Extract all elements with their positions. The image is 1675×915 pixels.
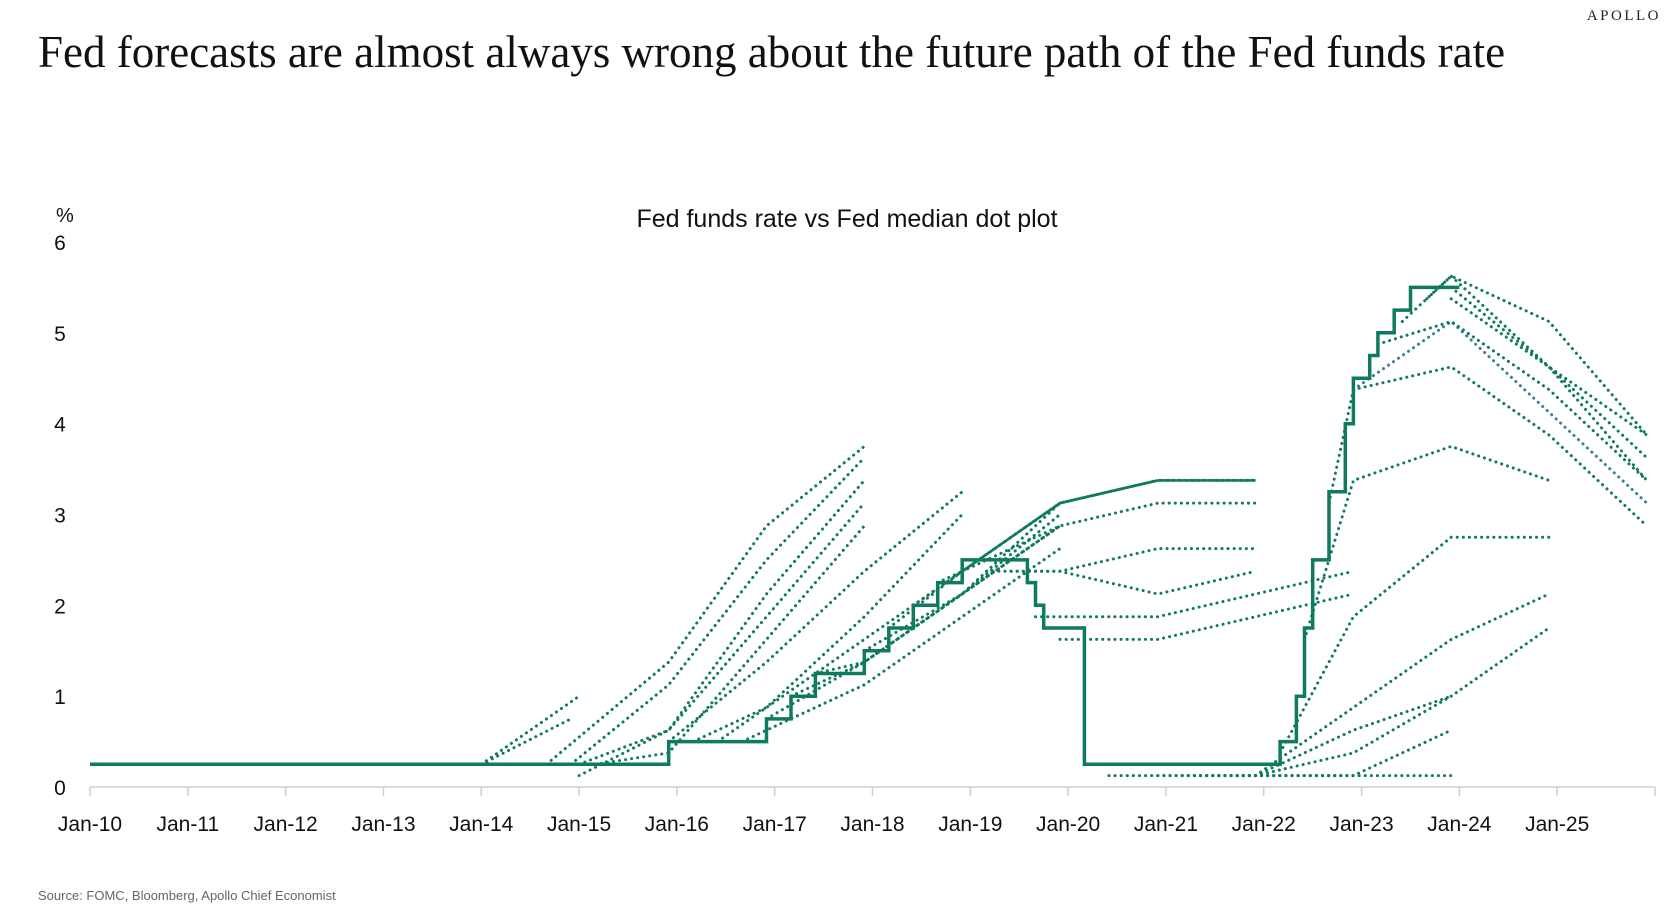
projection-line xyxy=(1254,592,1551,778)
projection-line xyxy=(577,478,866,778)
brand-logo: APOLLO xyxy=(1586,8,1661,24)
x-tick-label: Jan-12 xyxy=(254,813,318,836)
projection-line xyxy=(1009,569,1258,596)
projection-line xyxy=(1058,592,1355,641)
projection-line xyxy=(1449,285,1649,437)
source-note: Source: FOMC, Bloomberg, Apollo Chief Ec… xyxy=(38,888,336,903)
x-tick-label: Jan-21 xyxy=(1134,813,1198,836)
projection-line xyxy=(691,513,964,744)
projection-line xyxy=(936,478,1258,585)
dot-plot-projections xyxy=(479,274,1649,778)
y-tick-label: 1 xyxy=(54,686,66,709)
projection-line xyxy=(593,524,866,766)
y-tick-label: 6 xyxy=(54,232,66,255)
projection-line xyxy=(1303,444,1551,641)
projection-line xyxy=(1400,274,1649,482)
y-axis-unit: % xyxy=(56,205,74,227)
x-tick-label: Jan-14 xyxy=(449,813,514,836)
x-tick-label: Jan-11 xyxy=(156,813,219,836)
x-tick-label: Jan-13 xyxy=(351,813,415,836)
projection-line xyxy=(1180,728,1453,778)
fed-funds-rate-line xyxy=(90,285,1460,767)
x-tick-label: Jan-15 xyxy=(547,813,611,836)
projection-line xyxy=(545,444,866,766)
x-tick-label: Jan-19 xyxy=(938,813,1002,836)
y-tick-label: 2 xyxy=(54,595,66,618)
y-tick-label: 5 xyxy=(54,323,66,346)
projection-line xyxy=(911,478,1258,607)
projection-line xyxy=(960,501,1258,573)
page-title: Fed forecasts are almost always wrong ab… xyxy=(38,27,1506,77)
x-tick-label: Jan-23 xyxy=(1329,813,1393,836)
x-tick-label: Jan-24 xyxy=(1427,813,1492,836)
y-tick-label: 0 xyxy=(54,777,66,800)
x-tick-label: Jan-25 xyxy=(1525,813,1589,836)
projection-line xyxy=(1034,569,1355,619)
projection-line xyxy=(1449,297,1649,460)
chart-title: Fed funds rate vs Fed median dot plot xyxy=(636,205,1057,233)
projection-line xyxy=(577,501,866,766)
y-tick-label: 3 xyxy=(54,505,66,528)
projection-line xyxy=(667,490,964,744)
projection-line xyxy=(1351,319,1649,505)
x-tick-label: Jan-20 xyxy=(1036,813,1100,836)
x-tick-label: Jan-18 xyxy=(840,813,904,836)
projection-line xyxy=(1278,535,1551,755)
projection-line xyxy=(1376,319,1649,482)
fed-funds-rate-series xyxy=(90,285,1460,767)
x-tick-label: Jan-10 xyxy=(58,813,122,836)
x-tick-label: Jan-16 xyxy=(645,813,709,836)
projection-line xyxy=(740,547,1062,744)
projection-line xyxy=(716,569,964,744)
projection-line xyxy=(479,717,573,766)
x-tick-label: Jan-22 xyxy=(1232,813,1296,836)
projection-line xyxy=(1327,365,1649,528)
x-axis: Jan-10 Jan-11 Jan-12 Jan-13 Jan-14 Jan-15 Jan-… xyxy=(58,786,1656,836)
x-tick-label: Jan-17 xyxy=(743,813,807,836)
y-tick-label: 4 xyxy=(54,414,66,437)
projection-line xyxy=(479,694,581,766)
y-axis-ticks: 0 1 2 3 4 5 6 xyxy=(54,232,66,800)
projection-line xyxy=(862,478,1160,653)
projection-line xyxy=(569,456,866,766)
